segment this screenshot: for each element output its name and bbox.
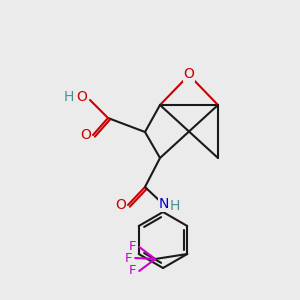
Text: O: O bbox=[184, 67, 194, 81]
Text: F: F bbox=[128, 241, 136, 254]
Text: H: H bbox=[170, 199, 180, 213]
Text: N: N bbox=[159, 197, 169, 211]
Text: O: O bbox=[116, 198, 126, 212]
Text: F: F bbox=[128, 265, 136, 278]
Text: O: O bbox=[76, 90, 87, 104]
Text: O: O bbox=[81, 128, 92, 142]
Text: F: F bbox=[124, 251, 132, 265]
Text: H: H bbox=[64, 90, 74, 104]
